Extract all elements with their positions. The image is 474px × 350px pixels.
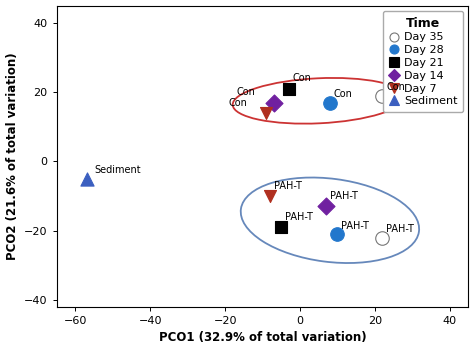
Text: Sediment: Sediment [94,165,141,175]
Point [277,224,285,230]
Text: Con: Con [292,74,311,84]
Point [285,86,292,91]
Point [322,204,330,209]
Y-axis label: PCO2 (21.6% of total variation): PCO2 (21.6% of total variation) [6,52,18,260]
Legend: Day 35, Day 28, Day 21, Day 14, Day 7, Sediment: Day 35, Day 28, Day 21, Day 14, Day 7, S… [383,11,463,112]
Text: Con: Con [229,98,248,108]
Point [326,100,334,105]
Text: PAH-T: PAH-T [285,212,313,222]
Point [270,100,278,105]
Point [334,231,341,237]
X-axis label: PCO1 (32.9% of total variation): PCO1 (32.9% of total variation) [159,331,366,344]
Point [83,176,91,182]
Text: Con: Con [386,82,405,92]
Point [379,93,386,98]
Text: Con: Con [237,88,255,97]
Point [379,235,386,240]
Text: PAH-T: PAH-T [341,220,369,231]
Text: PAH-T: PAH-T [330,191,358,201]
Text: PAH-T: PAH-T [274,181,301,191]
Point [266,193,274,199]
Text: Con: Con [334,89,353,99]
Text: PAH-T: PAH-T [386,224,414,234]
Point [263,110,270,116]
